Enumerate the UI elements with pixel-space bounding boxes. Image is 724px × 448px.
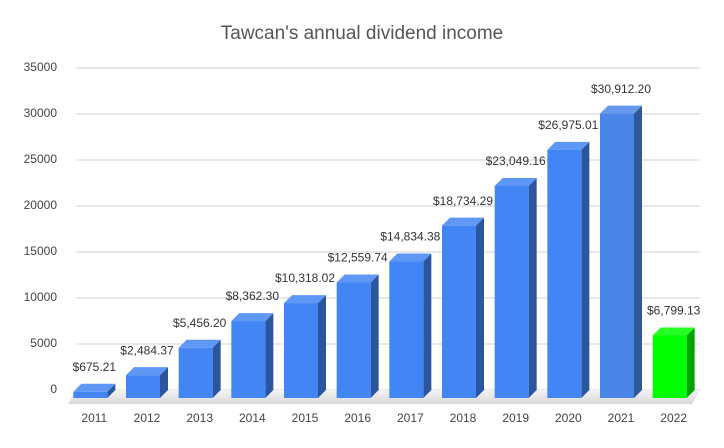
x-tick-label: 2015 <box>292 411 319 425</box>
value-label: $30,912.20 <box>591 82 651 96</box>
value-label: $5,456.20 <box>173 316 227 330</box>
bar-top <box>600 105 642 114</box>
x-tick-label: 2018 <box>450 411 477 425</box>
bar <box>231 321 266 398</box>
bar-side <box>423 253 432 398</box>
bar <box>547 149 582 398</box>
bar-top <box>336 274 379 283</box>
bar <box>652 335 687 398</box>
y-tick-label: 20000 <box>24 198 58 212</box>
bar-side <box>528 177 537 398</box>
bar-side <box>107 383 116 398</box>
bar <box>336 282 371 398</box>
x-tick-label: 2019 <box>502 411 529 425</box>
chart-title: Tawcan's annual dividend income <box>221 23 503 44</box>
x-tick-label: 2011 <box>81 411 107 425</box>
bar-top <box>442 217 484 226</box>
bar <box>178 347 213 398</box>
y-tick-label: 10000 <box>24 290 58 304</box>
bar-top <box>231 313 274 322</box>
bar-top <box>178 339 221 348</box>
value-label: $8,362.30 <box>226 289 280 303</box>
x-tick-label: 2017 <box>397 411 424 425</box>
bar <box>73 391 108 398</box>
value-label: $12,559.74 <box>328 251 388 265</box>
bar-top <box>652 327 695 336</box>
bar-top <box>284 295 326 304</box>
bar-top <box>494 177 537 186</box>
value-label: $26,975.01 <box>538 118 598 132</box>
bar-top <box>126 367 168 376</box>
bar-side <box>370 274 379 398</box>
x-tick-label: 2013 <box>186 411 213 425</box>
bar-side <box>634 105 642 398</box>
bar-top <box>547 141 590 150</box>
bar-side <box>476 217 484 398</box>
y-tick-label: 30000 <box>24 106 58 120</box>
value-label: $14,834.38 <box>380 230 440 244</box>
bar-side <box>160 367 168 398</box>
bar-side <box>212 339 221 398</box>
x-tick-label: 2022 <box>660 411 687 425</box>
bar <box>126 375 160 398</box>
x-tick-label: 2014 <box>239 411 266 425</box>
bar-side <box>318 295 326 398</box>
bar <box>494 185 529 398</box>
value-label: $675.21 <box>73 360 117 374</box>
y-tick-label: 35000 <box>24 60 58 74</box>
y-tick-label: 15000 <box>24 244 58 258</box>
x-tick-label: 2020 <box>555 411 582 425</box>
y-tick-label: 0 <box>50 382 57 396</box>
y-tick-label: 5000 <box>30 336 57 350</box>
value-label: $23,049.16 <box>486 154 546 168</box>
value-label: $18,734.29 <box>433 194 493 208</box>
bar-side <box>581 141 590 399</box>
value-label: $6,799.13 <box>647 304 701 318</box>
x-tick-label: 2012 <box>134 411 161 425</box>
bar-top <box>73 383 116 392</box>
bar-side <box>686 327 695 398</box>
x-tick-label: 2016 <box>344 411 371 425</box>
y-tick-label: 25000 <box>24 152 58 166</box>
bar <box>284 303 318 398</box>
bar-side <box>265 313 274 398</box>
value-label: $2,484.37 <box>120 343 174 357</box>
bar <box>442 225 476 398</box>
floor <box>68 390 700 404</box>
bar-top <box>389 253 432 262</box>
value-label: $10,318.02 <box>275 271 335 285</box>
bar <box>389 261 424 398</box>
bar <box>600 113 634 398</box>
x-tick-label: 2021 <box>608 411 635 425</box>
